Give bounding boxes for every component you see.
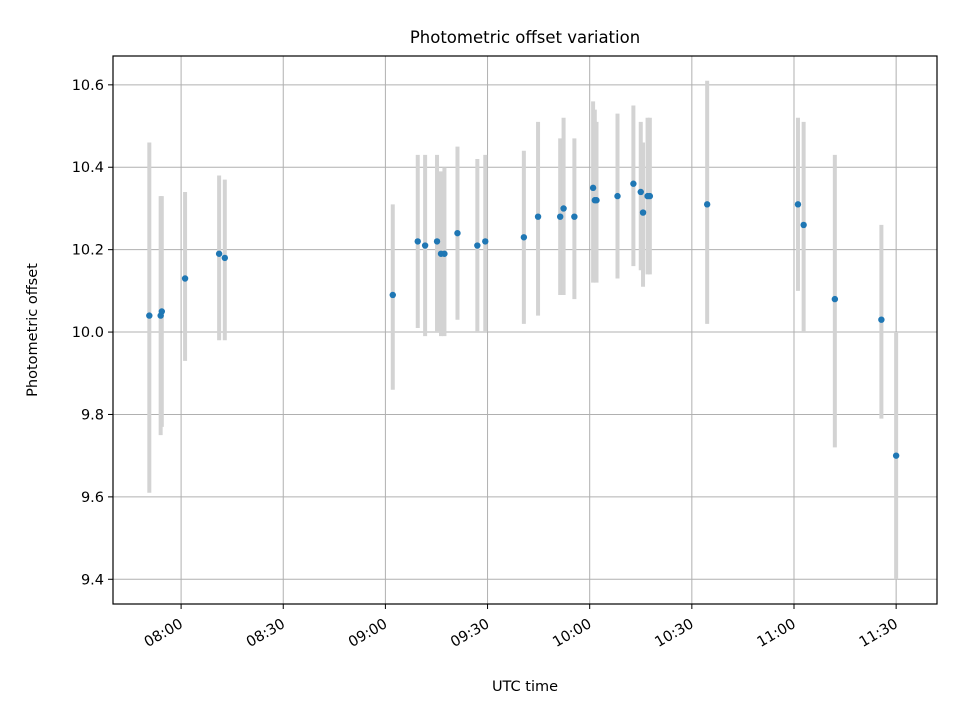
x-axis-label: UTC time <box>492 679 558 695</box>
data-point <box>520 234 528 241</box>
data-point <box>637 188 644 196</box>
data-point <box>441 250 448 257</box>
y-tick-label: 9.8 <box>81 407 104 423</box>
data-point <box>158 308 166 315</box>
data-point <box>181 275 189 282</box>
chart-title: Photometric offset variation <box>410 28 640 47</box>
data-point <box>639 209 647 216</box>
y-tick-label: 10.4 <box>72 160 104 176</box>
data-point <box>630 180 637 187</box>
data-markers <box>146 180 900 459</box>
data-point <box>414 238 421 245</box>
data-point <box>560 205 567 212</box>
data-point <box>800 221 807 229</box>
y-tick-label: 9.6 <box>81 490 104 506</box>
data-point <box>454 229 461 237</box>
data-point <box>831 295 839 303</box>
data-point <box>703 201 711 208</box>
data-point <box>593 197 600 204</box>
data-point <box>534 213 542 220</box>
data-point <box>878 316 885 323</box>
data-point <box>474 242 481 249</box>
y-axis: 9.4 9.6 9.8 10.0 10.2 10.4 10.6 <box>72 78 113 588</box>
y-axis-label: Photometric offset <box>25 263 41 397</box>
data-point <box>892 452 900 459</box>
data-point <box>421 242 429 249</box>
y-tick-label: 10.6 <box>72 78 104 94</box>
data-point <box>146 312 153 319</box>
data-point <box>589 184 597 192</box>
data-point <box>215 250 223 257</box>
data-point <box>614 192 621 200</box>
y-tick-label: 10.2 <box>72 243 104 259</box>
data-point <box>794 201 802 208</box>
data-point <box>221 254 228 262</box>
plot-frame <box>112 55 938 605</box>
data-point <box>556 213 564 220</box>
data-point <box>389 291 396 299</box>
data-point <box>482 238 489 245</box>
data-point <box>433 238 441 245</box>
data-point <box>571 213 578 220</box>
y-tick-label: 10.0 <box>72 325 104 341</box>
y-tick-label: 9.4 <box>81 572 104 588</box>
data-point <box>646 192 654 200</box>
